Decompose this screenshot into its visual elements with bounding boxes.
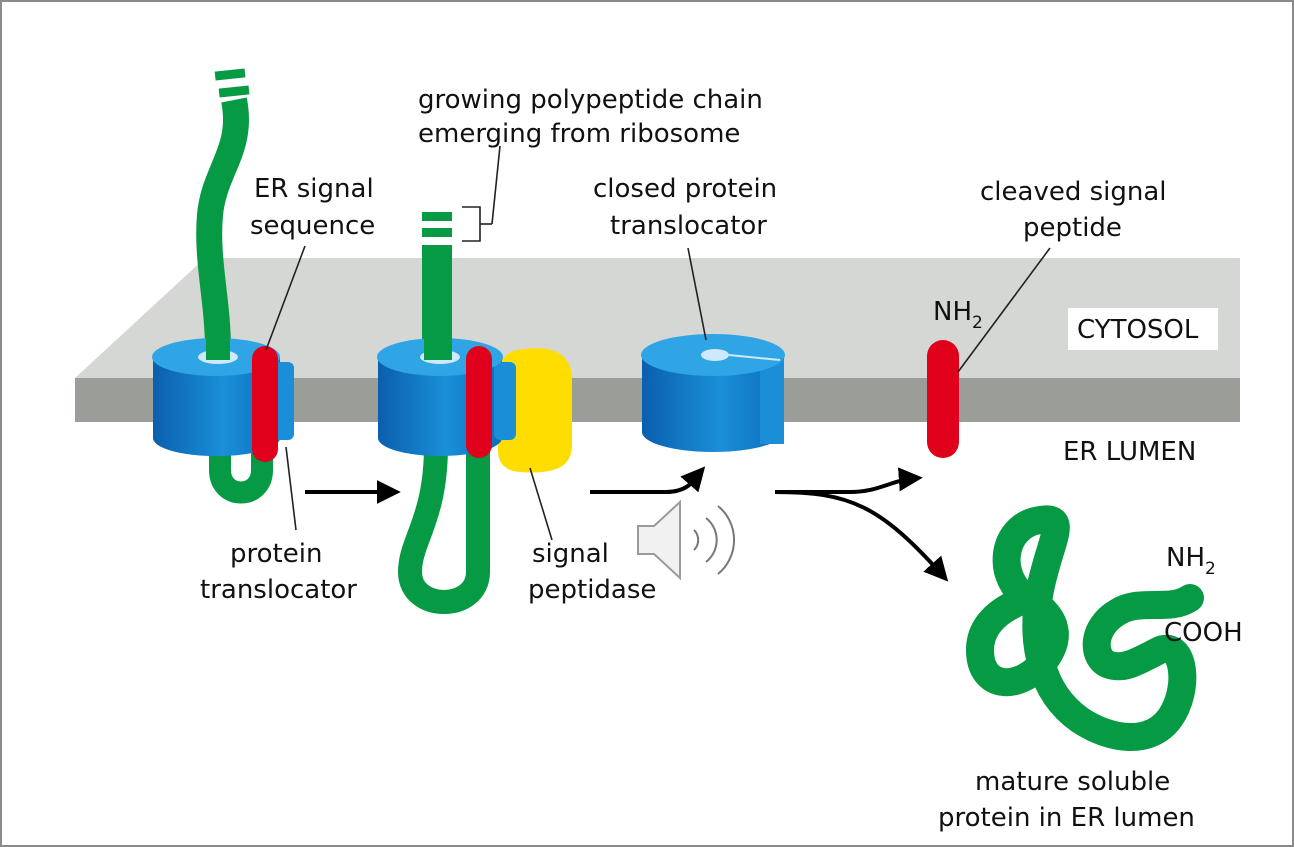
closed-translocator xyxy=(641,334,785,452)
mature-protein xyxy=(965,505,1204,751)
cytosol-label-box xyxy=(1068,308,1218,350)
arrow-to-cleaved-peptide xyxy=(775,467,923,494)
label-closed-translocator-line2: translocator xyxy=(610,211,767,241)
label-nh-top: NH xyxy=(933,297,972,327)
label-cytosol: CYTOSOL xyxy=(1077,315,1199,345)
leader-lines xyxy=(265,145,1051,541)
translocator-body xyxy=(642,355,784,452)
label-nh-right: NH xyxy=(1166,543,1205,573)
signal-peptidase xyxy=(498,348,572,473)
label-mature-line2: protein in ER lumen xyxy=(938,803,1195,833)
label-signal-peptidase-line2: peptidase xyxy=(528,575,656,605)
label-sub2-right: 2 xyxy=(1205,559,1216,579)
label-closed-translocator-line1: closed protein xyxy=(593,174,777,204)
label-cooh: COOH xyxy=(1164,618,1243,648)
leader-signal-peptidase xyxy=(529,467,553,541)
label-nh2-top: NH2 xyxy=(933,297,983,333)
label-mature-line1: mature soluble xyxy=(975,767,1170,797)
label-protein-translocator-line2: translocator xyxy=(200,575,357,605)
label-growing-chain-line2: emerging from ribosome xyxy=(418,119,740,149)
label-nh2-right: NH2 xyxy=(1166,543,1216,579)
arrow-to-mature-protein xyxy=(774,490,949,582)
leader-growing-chain xyxy=(491,145,501,225)
translocator-pore xyxy=(701,349,729,361)
process-arrows xyxy=(305,466,949,582)
translocator-stage-2 xyxy=(377,212,572,614)
chain-in-pore xyxy=(424,330,452,360)
chain-end-dash xyxy=(422,228,452,237)
er-signal-sequence xyxy=(252,346,278,462)
labels: growing polypeptide chain emerging from … xyxy=(200,85,1243,833)
translocator-stage-1 xyxy=(152,68,294,504)
polypeptide-loop-2 xyxy=(397,444,491,614)
er-signal-sequence xyxy=(466,346,492,458)
closure-seam xyxy=(728,354,781,361)
speaker-icon[interactable] xyxy=(637,499,735,581)
label-er-signal-line2: sequence xyxy=(250,211,375,241)
label-er-lumen: ER LUMEN xyxy=(1063,437,1196,467)
label-protein-translocator-line1: protein xyxy=(230,539,322,569)
chain-end-dash xyxy=(214,68,246,81)
translocator-body xyxy=(153,357,280,457)
polypeptide-loop-1 xyxy=(209,445,273,504)
label-growing-chain-line1: growing polypeptide chain xyxy=(418,85,763,115)
translocator-flap xyxy=(494,362,516,440)
label-cleaved-signal-line2: peptide xyxy=(1023,213,1122,243)
label-cleaved-signal-line1: cleaved signal xyxy=(980,177,1167,207)
arrow-to-closed-translocator xyxy=(590,466,706,494)
cleaved-signal-peptide xyxy=(927,340,959,458)
chain-in-pore xyxy=(206,330,230,360)
chain-end-dash xyxy=(422,212,452,221)
leader-er-signal xyxy=(265,245,306,351)
leader-closed-translocator xyxy=(687,247,707,341)
leader-cleaved-peptide xyxy=(957,247,1051,373)
label-sub2-top: 2 xyxy=(972,313,983,333)
chain-end-dash xyxy=(218,85,250,98)
leader-protein-translocator xyxy=(285,446,297,531)
label-er-signal-line1: ER signal xyxy=(254,174,374,204)
polypeptide-chain-1 xyxy=(196,97,249,351)
label-signal-peptidase-line1: signal xyxy=(532,539,609,569)
translocator-flap xyxy=(760,360,784,444)
